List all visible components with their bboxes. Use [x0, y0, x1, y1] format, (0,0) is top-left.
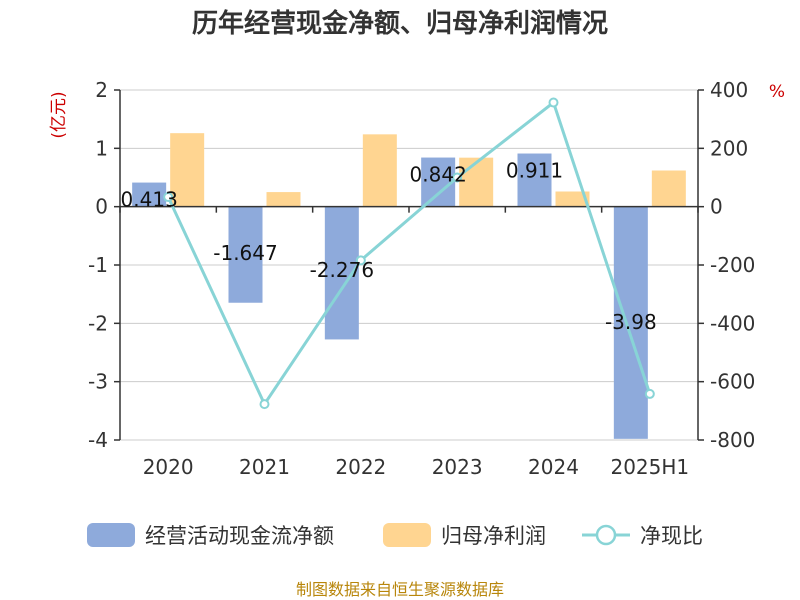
right-axis-tick-label: -200 — [710, 253, 755, 277]
chart-title: 历年经营现金净额、归母净利润情况 — [192, 8, 608, 39]
left-axis-tick-label: -1 — [88, 253, 108, 277]
left-axis-tick-label: -3 — [88, 370, 108, 394]
legend-swatch-net-profit — [383, 523, 431, 547]
axes — [114, 89, 704, 441]
net-profit-bar — [266, 192, 301, 207]
cashflow-bar — [132, 182, 167, 207]
cashflow-data-label: -2.276 — [310, 258, 374, 282]
right-axis-unit: % — [769, 82, 785, 102]
x-axis-tick-label: 2022 — [335, 455, 386, 479]
net-profit-bar — [459, 157, 494, 207]
net-profit-bar — [555, 191, 590, 207]
x-axis-tick-label: 2023 — [432, 455, 483, 479]
right-axis-tick-label: 400 — [710, 78, 748, 102]
x-axis-tick-label: 2020 — [143, 455, 194, 479]
left-axis-tick-label: -4 — [88, 428, 108, 452]
legend-swatch-ratio-point — [595, 524, 617, 546]
ratio-point — [355, 255, 366, 266]
cashflow-bar — [613, 206, 648, 439]
ratio-point — [163, 192, 174, 203]
tick-labels: 2 1 0 -1 -2 -3 -4 400 200 0 -200 -400 -600 -800 2020 20… — [88, 78, 755, 479]
ratio-point — [548, 97, 559, 108]
gridlines — [120, 89, 698, 441]
cashflow-data-label: -3.98 — [605, 310, 657, 334]
bar-series — [132, 133, 686, 439]
right-axis-tick-label: -800 — [710, 428, 755, 452]
legend-label-cashflow: 经营活动现金流净额 — [145, 524, 334, 548]
legend-swatch-cashflow — [87, 523, 135, 547]
left-axis-tick-label: -2 — [88, 311, 108, 335]
legend: 经营活动现金流净额 归母净利润 净现比 — [87, 523, 703, 548]
x-axis-tick-label: 2025H1 — [610, 455, 689, 479]
cashflow-bar — [421, 157, 456, 207]
cashflow-data-label: 0.413 — [121, 188, 178, 212]
legend-label-ratio: 净现比 — [640, 524, 703, 548]
cashflow-data-label: 0.911 — [506, 159, 563, 183]
ratio-point — [452, 172, 463, 183]
left-axis-unit: (亿元) — [49, 91, 69, 138]
legend-label-net-profit: 归母净利润 — [441, 524, 546, 548]
cashflow-bar — [517, 153, 552, 207]
ratio-point — [644, 388, 655, 399]
right-axis-tick-label: -600 — [710, 370, 755, 394]
data-source-note: 制图数据来自恒生聚源数据库 — [296, 580, 504, 599]
left-axis-tick-label: 0 — [95, 195, 108, 219]
ratio-point — [259, 399, 270, 410]
left-axis-tick-label: 1 — [95, 136, 108, 160]
ratio-line — [166, 100, 652, 408]
line-series — [163, 97, 655, 410]
left-axis-tick-label: 2 — [95, 78, 108, 102]
right-axis-tick-label: -400 — [710, 311, 755, 335]
x-axis-tick-label: 2021 — [239, 455, 290, 479]
right-axis-tick-label: 200 — [710, 136, 748, 160]
cashflow-data-label: 0.842 — [410, 163, 467, 187]
net-profit-bar — [362, 134, 397, 207]
net-profit-bar — [651, 170, 686, 207]
data-labels: 0.413 -1.647 -2.276 0.842 0.911 -3.98 — [121, 159, 657, 334]
cashflow-data-label: -1.647 — [213, 241, 277, 265]
cashflow-bar — [228, 206, 263, 303]
x-axis-tick-label: 2024 — [528, 455, 579, 479]
net-profit-bar — [170, 133, 205, 207]
right-axis-tick-label: 0 — [710, 195, 723, 219]
